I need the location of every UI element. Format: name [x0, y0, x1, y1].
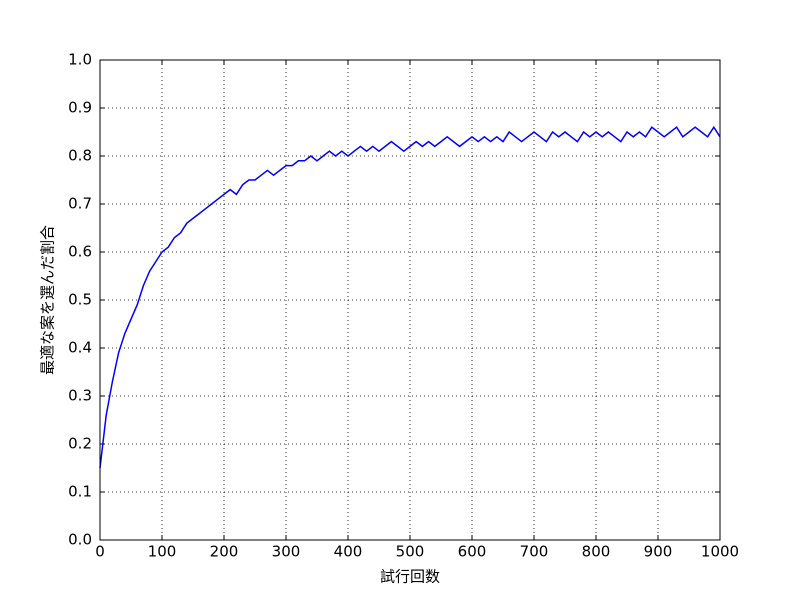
- y-tick-label: 0.3: [68, 387, 92, 405]
- y-tick-label: 0.9: [68, 99, 92, 117]
- y-tick-label: 0.1: [68, 483, 92, 501]
- y-tick-label: 0.4: [68, 339, 92, 357]
- data-line: [99, 125, 721, 469]
- x-tick-label: 700: [520, 543, 549, 561]
- x-tick-label: 800: [582, 543, 611, 561]
- plot-frame: [99, 59, 721, 541]
- x-tick-label: 400: [334, 543, 363, 561]
- y-axis-label: 最適な案を選んだ割合: [39, 225, 57, 375]
- y-tick-label: 0.6: [68, 243, 92, 261]
- y-tick-label: 0.5: [68, 291, 92, 309]
- y-tick-label: 0.8: [68, 147, 92, 165]
- y-tick-label: 0.0: [68, 531, 92, 549]
- x-axis-label: 試行回数: [380, 568, 440, 586]
- y-tick-label: 0.2: [68, 435, 92, 453]
- x-tick-label: 600: [458, 543, 487, 561]
- x-tick-label: 500: [396, 543, 425, 561]
- x-tick-label: 200: [210, 543, 239, 561]
- y-tick-label: 0.7: [68, 195, 92, 213]
- x-tick-label: 1000: [701, 543, 739, 561]
- x-tick-label: 0: [95, 543, 105, 561]
- x-tick-label: 100: [148, 543, 177, 561]
- x-tick-label: 900: [644, 543, 673, 561]
- x-tick-label: 300: [272, 543, 301, 561]
- y-tick-label: 1.0: [68, 51, 92, 69]
